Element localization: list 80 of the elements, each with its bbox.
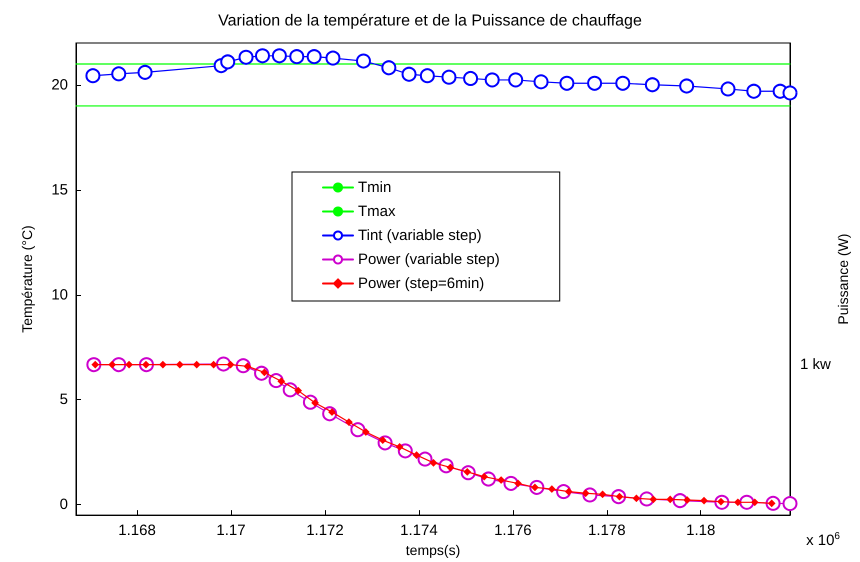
legend-label: Power (step=6min) [358, 275, 484, 292]
x-tick-label: 1.168 [118, 522, 156, 540]
point [311, 399, 319, 406]
y-tick-label: 10 [51, 286, 68, 304]
point [210, 361, 218, 368]
point [559, 76, 574, 91]
point [138, 64, 153, 80]
x-tick-label: 1.178 [588, 522, 626, 540]
point [598, 490, 606, 498]
text: 1 kw [800, 356, 832, 373]
point [514, 480, 522, 488]
x-tick-label: 1.176 [494, 522, 532, 540]
point [534, 74, 549, 90]
point [463, 70, 478, 86]
point [565, 488, 572, 496]
point [111, 66, 126, 82]
point [220, 54, 236, 70]
point [751, 498, 758, 506]
point [508, 72, 524, 88]
chart-title: Variation de la température et de la Puissance de chauffage [218, 12, 642, 30]
point [615, 76, 630, 91]
point [412, 451, 420, 459]
legend-label: Tint (variable step) [358, 227, 482, 244]
y2-axis-title: Puissance (W) [835, 234, 851, 325]
point [125, 361, 133, 368]
point [650, 496, 657, 503]
legend-label: Tmax [358, 203, 396, 220]
point [381, 60, 396, 76]
x-tick-label: 1.172 [306, 522, 344, 540]
point [176, 361, 184, 368]
point [679, 78, 694, 94]
point [498, 476, 505, 484]
point [289, 49, 304, 64]
y-tick-label: 15 [51, 181, 68, 198]
point [548, 485, 556, 493]
point [278, 378, 285, 385]
point [420, 68, 435, 84]
y-axis-title: Température (°C) [19, 225, 35, 333]
point [193, 361, 200, 368]
point [782, 496, 798, 512]
point [272, 48, 287, 64]
x-tick-label: 1.18 [686, 522, 716, 540]
point [85, 68, 100, 84]
point [244, 362, 252, 370]
point [587, 76, 602, 91]
point [402, 66, 417, 82]
point [356, 54, 371, 69]
point [345, 418, 353, 426]
point [325, 50, 340, 66]
legend-label: Tmin [358, 179, 392, 196]
point [430, 459, 438, 466]
point [159, 361, 166, 368]
point [734, 498, 742, 506]
point [644, 77, 660, 92]
point [441, 70, 456, 85]
point [226, 361, 234, 368]
point [782, 85, 798, 100]
point [720, 81, 736, 96]
point [684, 496, 691, 504]
y-tick-label: 20 [51, 76, 68, 94]
point [238, 50, 254, 65]
point [255, 48, 270, 64]
point [362, 428, 370, 436]
point [306, 49, 322, 64]
point [484, 72, 500, 88]
point [746, 84, 762, 99]
x-tick-label: 1.174 [400, 522, 438, 540]
point [666, 496, 674, 503]
legend-label: Power (variable step) [358, 251, 500, 268]
point [294, 387, 302, 394]
x-axis-title: temps(s) [406, 542, 460, 558]
y-tick-label: 0 [60, 496, 68, 514]
point [700, 497, 708, 504]
point [582, 490, 590, 497]
point [632, 494, 640, 502]
y-tick-label: 5 [60, 391, 68, 408]
point [396, 443, 404, 451]
point [108, 361, 116, 368]
point [480, 473, 488, 480]
x-tick-label: 1.17 [216, 522, 246, 540]
